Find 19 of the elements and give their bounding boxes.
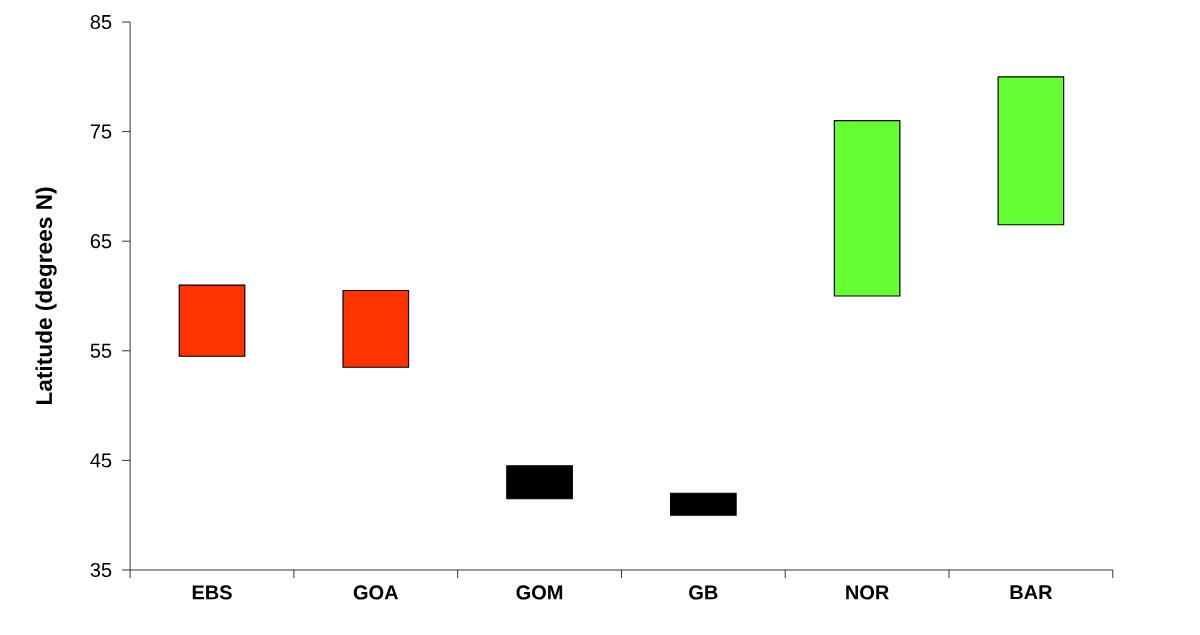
- y-tick-label: 55: [90, 343, 112, 358]
- bar: [178, 284, 246, 357]
- y-tick-label: 85: [90, 14, 112, 30]
- x-tick-label: NOR: [846, 585, 889, 600]
- bar: [669, 492, 737, 516]
- bar: [833, 120, 901, 297]
- y-tick-label: 45: [90, 453, 112, 468]
- y-axis-title: Latitude (degrees N): [35, 187, 57, 405]
- y-tick-label: 75: [90, 124, 112, 139]
- x-tick-label: GOM: [516, 585, 563, 600]
- x-tick-label: EBS: [192, 585, 232, 600]
- y-tick-label: 65: [90, 234, 112, 249]
- x-tick-label: BAR: [1010, 585, 1053, 600]
- x-tick-label: GOA: [353, 585, 399, 600]
- bar: [342, 289, 410, 368]
- bar: [997, 76, 1065, 226]
- x-tick-label: GB: [689, 585, 718, 600]
- bar: [506, 465, 573, 500]
- y-tick-label: 35: [90, 562, 112, 578]
